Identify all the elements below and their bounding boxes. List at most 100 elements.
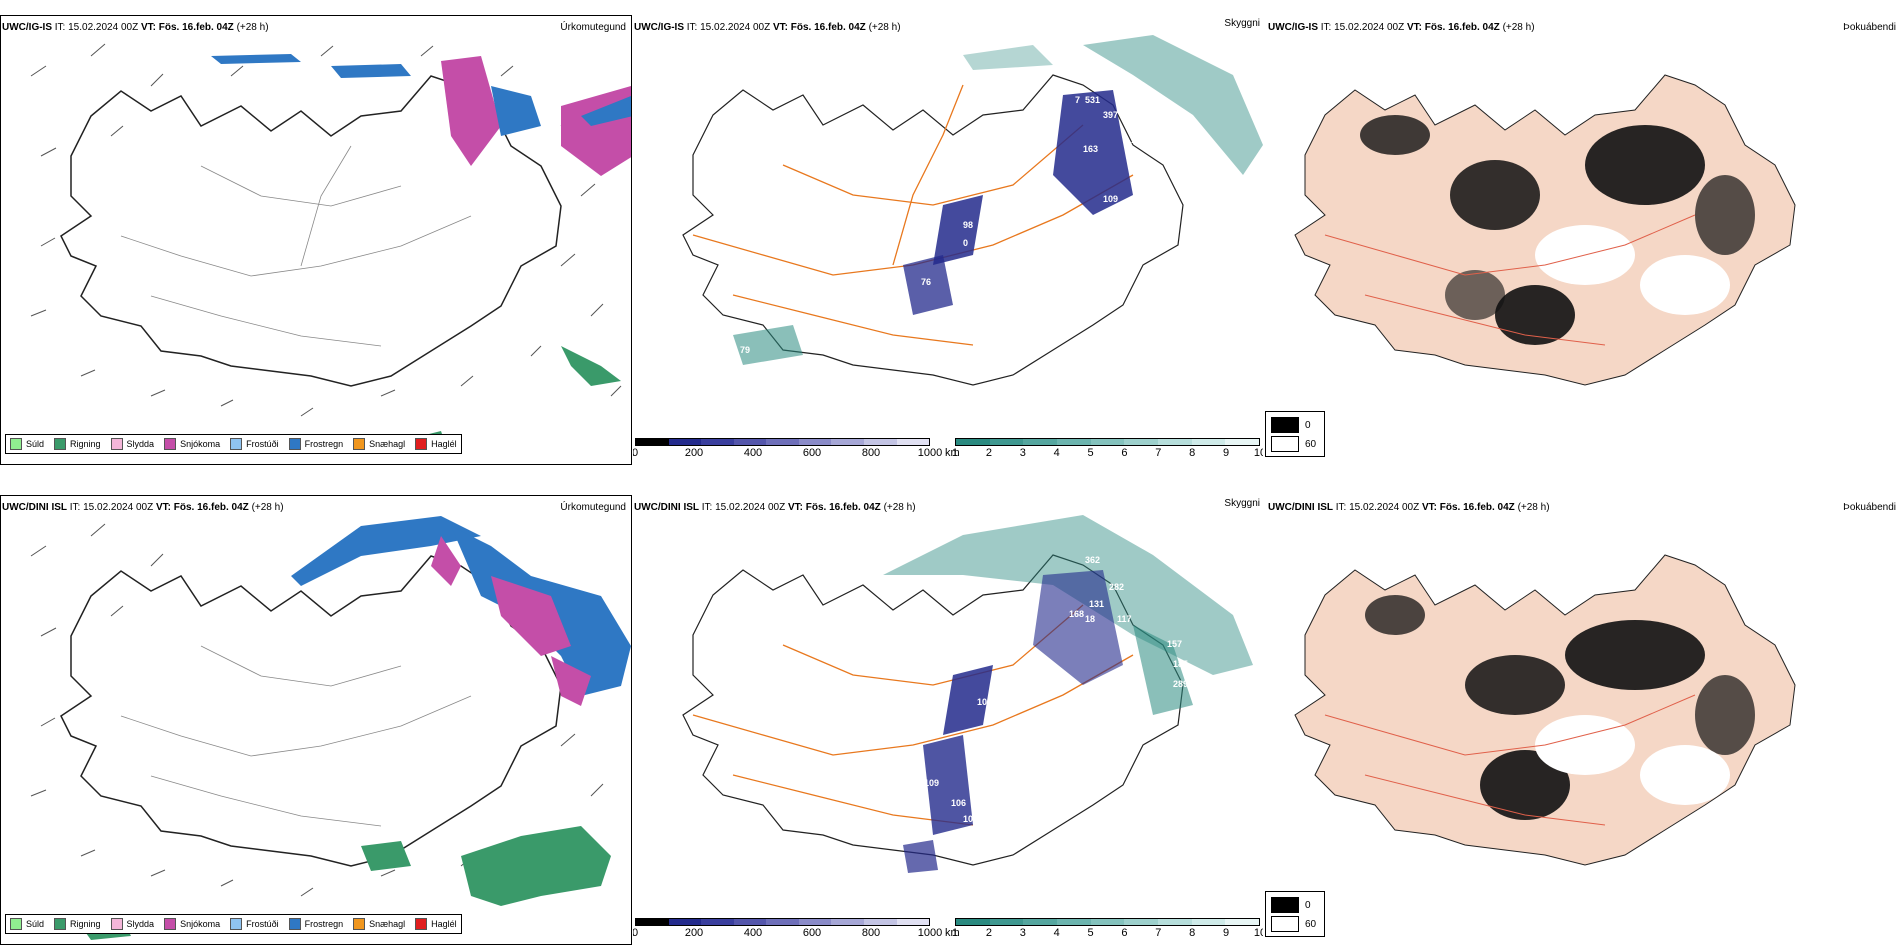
colorbar-tick-label: 400 <box>743 927 763 939</box>
colorbar-tick-label: 600 <box>802 447 822 459</box>
legend-label: Rigning <box>70 919 101 929</box>
colorbar-tick-label: 6 <box>1121 927 1128 939</box>
visibility-areas <box>883 515 1253 873</box>
map-visibility-bottom: 362 282 168 131 18 117 157 185 289 118 104 109 106 10… <box>682 515 1253 873</box>
legend-item: Slydda <box>110 438 154 450</box>
colorbar-tick-label: 10 <box>1253 447 1263 459</box>
legend-label: Snæhagl <box>369 439 406 449</box>
visibility-value: 98 <box>963 220 973 230</box>
legend-swatch <box>353 918 366 930</box>
colorbar-tick-label: 7 <box>1155 447 1162 459</box>
colorbar-tick-label: 5 <box>1087 927 1094 939</box>
colorbar-tick-label: 8 <box>1189 447 1196 459</box>
legend-item: Haglél <box>415 918 457 930</box>
visibility-value: 117 <box>1117 614 1132 624</box>
roads <box>120 145 472 347</box>
colorbar-tick-label: 4 <box>1053 447 1060 459</box>
visibility-colorbar-km-bottom: km 1 2 3 4 5 6 7 8 9 10 <box>945 918 1263 940</box>
visibility-value: 531 <box>1085 95 1100 105</box>
legend-item: Snæhagl <box>353 438 405 450</box>
visibility-value: 289 <box>1173 679 1188 689</box>
precip-areas <box>211 54 631 448</box>
legend-swatch <box>415 918 428 930</box>
colorbar-tick-label: 2 <box>985 927 992 939</box>
colorbar-tick-label: 800 <box>861 927 881 939</box>
legend-item: Slydda <box>110 918 155 930</box>
header-top-left: UWC/IG-IS IT: 15.02.2024 00Z VT: Fös. 16… <box>2 22 626 33</box>
header-bottom-right: UWC/DINI ISL IT: 15.02.2024 00Z VT: Fös.… <box>1268 502 1896 513</box>
visibility-value: 109 <box>924 778 939 788</box>
visibility-value: 397 <box>1103 110 1118 120</box>
visibility-value: 104 <box>977 697 992 707</box>
visibility-value: 18 <box>1085 614 1095 624</box>
legend-label: Snjókoma <box>180 919 221 929</box>
legend-swatch <box>353 438 366 450</box>
wind-barbs <box>30 43 622 417</box>
visibility-unit-m: m <box>633 927 634 939</box>
precip-type-legend-bottom: Súld Rigning Slydda Snjókoma Frostúði Frostre… <box>5 914 462 934</box>
visibility-value: 76 <box>921 277 931 287</box>
colorbar-tick-label: 1000 <box>917 447 943 459</box>
visibility-value: 109 <box>1103 194 1118 204</box>
roads <box>1324 694 1696 826</box>
header-bottom-left: UWC/DINI ISL IT: 15.02.2024 00Z VT: Fös.… <box>2 502 626 513</box>
visibility-value: 163 <box>1083 144 1098 154</box>
visibility-value: 118 <box>1127 688 1142 698</box>
legend-label: Snjókoma <box>180 439 221 449</box>
colorbar-tick-label: 10 <box>1253 927 1263 939</box>
legend-swatch <box>54 438 67 450</box>
visibility-unit-km: km <box>945 447 960 459</box>
fog-areas <box>1360 115 1755 345</box>
colorbar-tick-label: 600 <box>802 927 822 939</box>
visibility-value-labels: 362 282 168 131 18 117 157 185 289 118 104 109 106 10… <box>924 555 1188 824</box>
legend-label: Frostregn <box>304 439 344 449</box>
legend-swatch <box>10 438 22 450</box>
fog-areas <box>1365 595 1755 820</box>
visibility-value: 79 <box>740 345 750 355</box>
panel-precip-type-bottom: Súld Rigning Slydda Snjókoma Frostúði Frostre… <box>0 495 632 945</box>
precip-type-legend-top: Súld Rigning Slydda Snjókoma Frostúði Frostre… <box>5 434 462 454</box>
legend-label: Slydda <box>126 919 155 929</box>
visibility-value: 105 <box>963 814 978 824</box>
colorbar-tick-label: 8 <box>1189 927 1196 939</box>
colorbar-tick-label: 1 <box>951 927 959 939</box>
legend-item: Haglél <box>415 438 457 450</box>
visibility-unit-km: km <box>945 927 960 939</box>
fog-legend-bottom: 0 60 <box>1265 891 1325 937</box>
legend-label: Haglél <box>431 439 457 449</box>
legend-swatch <box>10 918 22 930</box>
legend-label: Frostregn <box>304 919 344 929</box>
visibility-colorbar-km-top: km 1 2 3 4 5 6 7 8 9 10 <box>945 438 1263 460</box>
visibility-value: 106 <box>951 798 966 808</box>
header-top-right: UWC/IG-IS IT: 15.02.2024 00Z VT: Fös. 16… <box>1268 22 1896 33</box>
precip-areas <box>81 516 631 940</box>
legend-swatch <box>110 918 123 930</box>
panel-visibility-bottom: 362 282 168 131 18 117 157 185 289 118 104 109 106 10… <box>633 495 1263 945</box>
legend-label: Haglél <box>431 919 457 929</box>
visibility-colorbar-m-bottom: m 0 200 400 600 800 1000 <box>633 918 942 940</box>
visibility-value: 7 <box>1075 95 1080 105</box>
legend-item: Frostúði <box>230 918 279 930</box>
colorbar-tick-label: 0 <box>633 447 639 459</box>
legend-item: Frostúði <box>230 438 279 450</box>
panel-precip-type-top: Súld Rigning Slydda Snjókoma Frostúði Frostre… <box>0 15 632 465</box>
colorbar-tick-label: 200 <box>684 927 704 939</box>
visibility-value: 168 <box>1069 609 1084 619</box>
legend-item: Súld <box>10 438 44 450</box>
legend-item: Frostregn <box>288 918 344 930</box>
colorbar-tick-label: 3 <box>1019 927 1026 939</box>
map-fog-bottom <box>1294 554 1796 866</box>
iceland-coastline <box>682 74 1184 386</box>
map-precip-bottom <box>30 516 631 940</box>
legend-label: Snæhagl <box>369 919 406 929</box>
legend-item: Snjókoma <box>164 438 220 450</box>
roads <box>1324 214 1696 346</box>
fog-legend-top: 0 60 <box>1265 411 1325 457</box>
visibility-colorbar-m-top: m 0 200 400 600 800 1000 <box>633 438 942 460</box>
legend-item: Snjókoma <box>164 918 220 930</box>
colorbar-tick-label: 6 <box>1121 447 1128 459</box>
panel-fog-top: 0 60 <box>1265 15 1900 465</box>
colorbar-tick-label: 9 <box>1223 927 1230 939</box>
